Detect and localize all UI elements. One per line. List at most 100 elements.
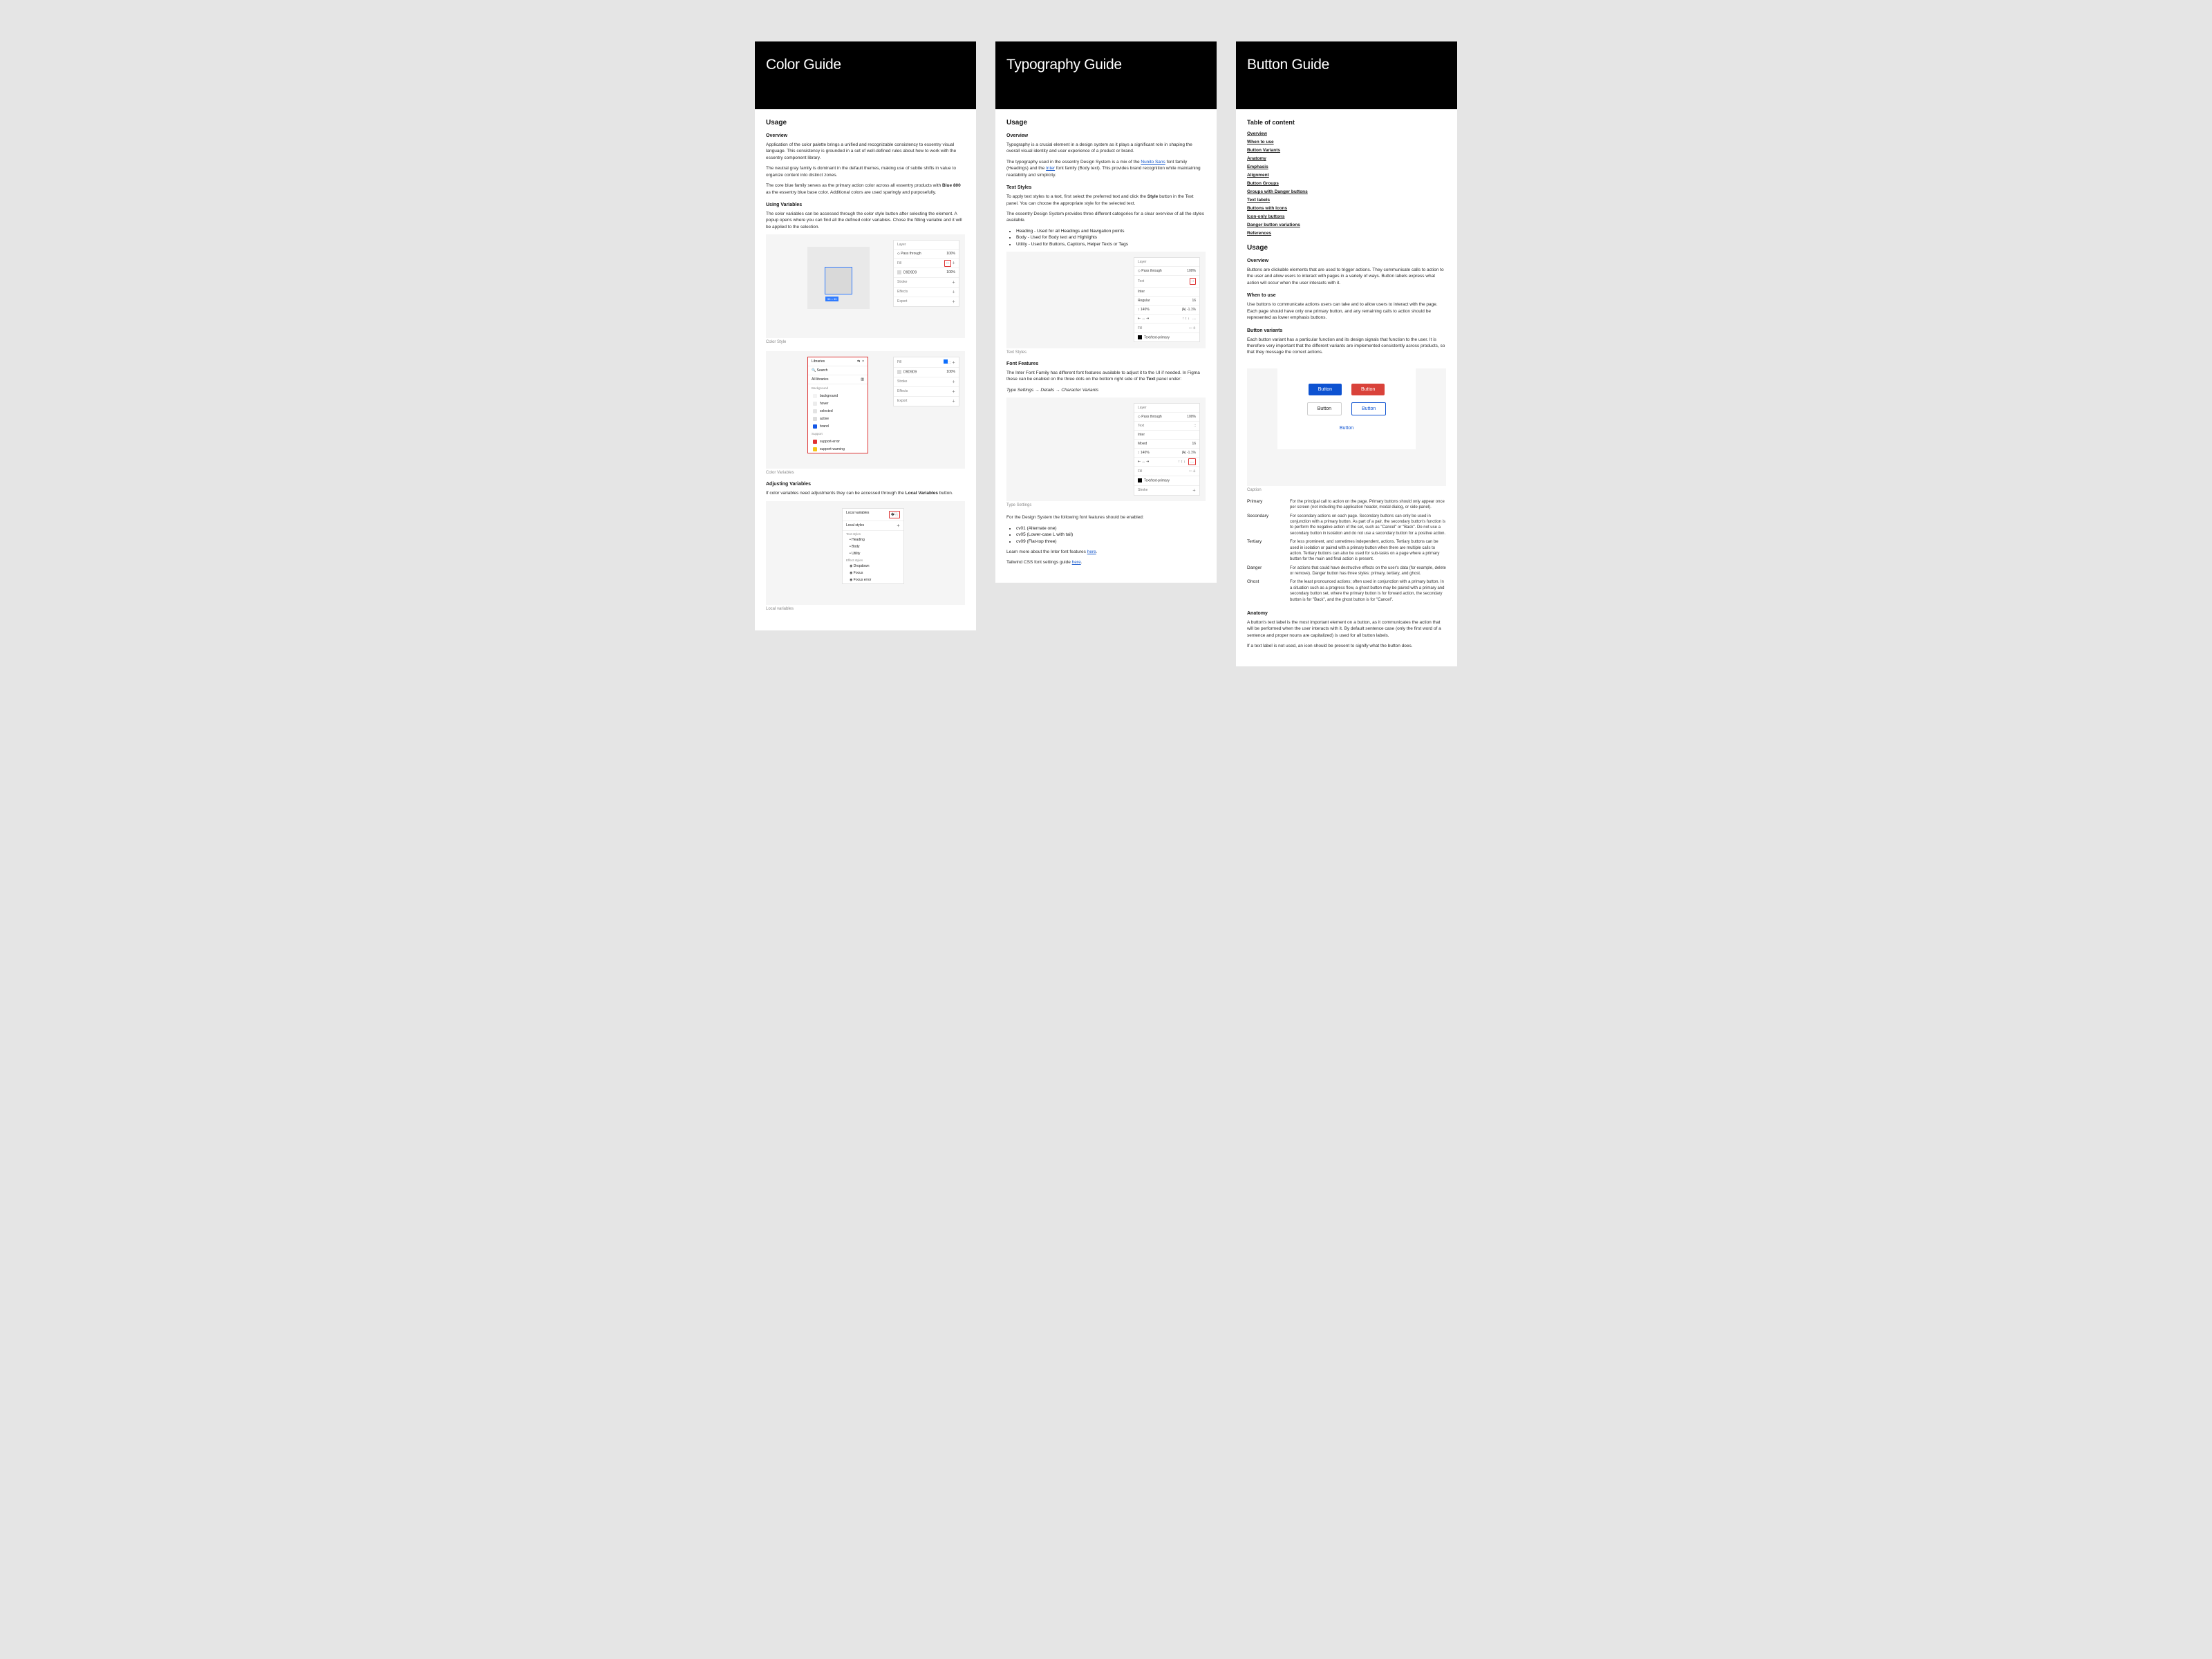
page-body: Usage Overview Application of the color … <box>755 109 976 630</box>
paragraph: Learn more about the Inter font features… <box>1006 549 1206 555</box>
heading-overview: Overview <box>1006 133 1206 138</box>
figure-caption: Local variables <box>766 607 965 611</box>
button-danger-example[interactable]: Button <box>1351 384 1385 395</box>
paragraph: The essentry Design System provides thre… <box>1006 211 1206 224</box>
heading-overview: Overview <box>766 133 965 138</box>
figure-color-style: 55 × 55 Layer ◇ Pass through100% Fill∷ ＋… <box>766 234 965 338</box>
figure-caption: Type Settings <box>1006 503 1206 507</box>
link-inter-features[interactable]: here <box>1087 550 1096 554</box>
figma-inspect-panel: Layer ◇ Pass through100% Fill∷ ＋ D9D9D91… <box>893 240 959 306</box>
page-header: Typography Guide <box>995 41 1217 109</box>
var-item[interactable]: selected <box>808 407 868 415</box>
style-picker-button[interactable]: ∷ <box>944 260 950 267</box>
toc-item[interactable]: Button Variants <box>1247 148 1446 153</box>
heading-using-variables: Using Variables <box>766 203 965 207</box>
paragraph: If a text label is not used, an icon sho… <box>1247 643 1446 649</box>
figma-inspect-panel: Fill ∷ ＋ D9D9D9100% Stroke＋ Effects＋ Exp… <box>893 357 959 406</box>
link-tailwind-fonts[interactable]: here <box>1072 560 1081 565</box>
figure-color-variables: Libraries⇆ × 🔍 Search All libraries▥ Bac… <box>766 351 965 469</box>
variant-name: Ghost <box>1247 579 1284 603</box>
var-item[interactable]: background <box>808 392 868 400</box>
table-of-contents: Overview When to use Button Variants Anatom… <box>1247 131 1446 236</box>
toc-item[interactable]: Groups with Danger buttons <box>1247 189 1446 194</box>
heading-overview: Overview <box>1247 259 1446 263</box>
button-tertiary-example[interactable]: Button <box>1351 402 1386 415</box>
paragraph: Use buttons to communicate actions users… <box>1247 301 1446 321</box>
page-body: Table of content Overview When to use Butt… <box>1236 109 1457 666</box>
toc-item[interactable]: Danger button variations <box>1247 223 1446 227</box>
var-item[interactable]: active <box>808 415 868 422</box>
toc-item[interactable]: Anatomy <box>1247 156 1446 161</box>
paragraph: The core blue family serves as the prima… <box>766 182 965 196</box>
paragraph: The typography used in the essentry Desi… <box>1006 159 1206 178</box>
var-item[interactable]: brand <box>808 422 868 430</box>
page-typography-guide: Typography Guide Usage Overview Typograp… <box>995 41 1217 583</box>
heading-when-to-use: When to use <box>1247 293 1446 298</box>
page-button-guide: Button Guide Table of content Overview Wh… <box>1236 41 1457 666</box>
variant-definitions: Primary For the principal call to action … <box>1247 499 1446 603</box>
heading-usage: Usage <box>1006 119 1206 126</box>
settings-path: Type Settings → Details → Character Vari… <box>1006 387 1206 393</box>
heading-adjusting-variables: Adjusting Variables <box>766 482 965 487</box>
toc-item[interactable]: Icon-only buttons <box>1247 214 1446 219</box>
page-body: Usage Overview Typography is a crucial e… <box>995 109 1217 583</box>
button-primary-example[interactable]: Button <box>1309 384 1342 395</box>
heading-text-styles: Text Styles <box>1006 185 1206 190</box>
var-item[interactable]: support-warning <box>808 445 868 453</box>
button-secondary-example[interactable]: Button <box>1307 402 1342 415</box>
variant-description: For less prominent, and sometimes indepe… <box>1290 539 1446 563</box>
figma-text-panel: Layer ◇ Pass through100% Text∷ Inter Mix… <box>1134 403 1200 495</box>
page-color-guide: Color Guide Usage Overview Application o… <box>755 41 976 630</box>
paragraph: To apply text styles to a text, first se… <box>1006 194 1206 207</box>
local-variables-button[interactable]: �⿻ <box>889 511 900 518</box>
variant-name: Danger <box>1247 565 1284 577</box>
toc-item[interactable]: Alignment <box>1247 173 1446 178</box>
heading-button-variants: Button variants <box>1247 328 1446 333</box>
selection-size-tag: 55 × 55 <box>825 297 838 301</box>
paragraph: The neutral gray family is dominant in t… <box>766 165 965 178</box>
figure-caption: Text Styles <box>1006 350 1206 355</box>
toc-item[interactable]: Text labels <box>1247 198 1446 203</box>
toc-item[interactable]: Emphasis <box>1247 165 1446 169</box>
var-item[interactable]: support-error <box>808 438 868 445</box>
paragraph: A button's text label is the most import… <box>1247 619 1446 639</box>
paragraph: If color variables need adjustments they… <box>766 490 965 496</box>
type-settings-button[interactable]: … <box>1188 458 1196 465</box>
link-nunito[interactable]: Nunito Sans <box>1141 160 1165 165</box>
heading-anatomy: Anatomy <box>1247 611 1446 616</box>
figure-caption: Caption <box>1247 488 1446 492</box>
variant-description: For secondary actions on each page. Seco… <box>1290 514 1446 537</box>
text-style-button[interactable]: ∷ <box>1190 278 1196 285</box>
heading-usage: Usage <box>1247 244 1446 252</box>
paragraph: Typography is a crucial element in a des… <box>1006 142 1206 155</box>
page-title: Button Guide <box>1247 57 1446 73</box>
figure-text-styles: Layer ◇ Pass through100% Text∷ Inter Reg… <box>1006 252 1206 348</box>
toc-item[interactable]: Button Groups <box>1247 181 1446 186</box>
paragraph: Buttons are clickable elements that are … <box>1247 267 1446 286</box>
toc-item[interactable]: Buttons with Icons <box>1247 206 1446 211</box>
figure-local-variables: Local variables�⿻ Local styles＋ Text sty… <box>766 501 965 605</box>
libraries-popover: Libraries⇆ × 🔍 Search All libraries▥ Bac… <box>807 357 868 453</box>
figma-text-panel: Layer ◇ Pass through100% Text∷ Inter Reg… <box>1134 257 1200 342</box>
paragraph: The Inter Font Family has different font… <box>1006 370 1206 383</box>
link-inter[interactable]: Inter <box>1046 166 1055 171</box>
font-features-list: cv01 (Alternate one) cv05 (Lower-case L … <box>1016 525 1206 545</box>
variant-description: For actions that could have destructive … <box>1290 565 1446 577</box>
var-item[interactable]: hover <box>808 400 868 407</box>
paragraph: For the Design System the following font… <box>1006 514 1206 521</box>
heading-toc: Table of content <box>1247 119 1446 126</box>
variant-name: Primary <box>1247 499 1284 511</box>
paragraph: Application of the color palette brings … <box>766 142 965 161</box>
toc-item[interactable]: When to use <box>1247 140 1446 144</box>
button-ghost-example[interactable]: Button <box>1330 422 1363 434</box>
page-header: Button Guide <box>1236 41 1457 109</box>
figure-type-settings: Layer ◇ Pass through100% Text∷ Inter Mix… <box>1006 397 1206 501</box>
local-variables-panel: Local variables�⿻ Local styles＋ Text sty… <box>842 508 904 584</box>
heading-usage: Usage <box>766 119 965 126</box>
figure-caption: Color Style <box>766 340 965 344</box>
figure-caption: Color Variables <box>766 471 965 475</box>
toc-item[interactable]: References <box>1247 231 1446 236</box>
variant-description: For the principal call to action on the … <box>1290 499 1446 511</box>
page-title: Typography Guide <box>1006 57 1206 73</box>
toc-item[interactable]: Overview <box>1247 131 1446 136</box>
